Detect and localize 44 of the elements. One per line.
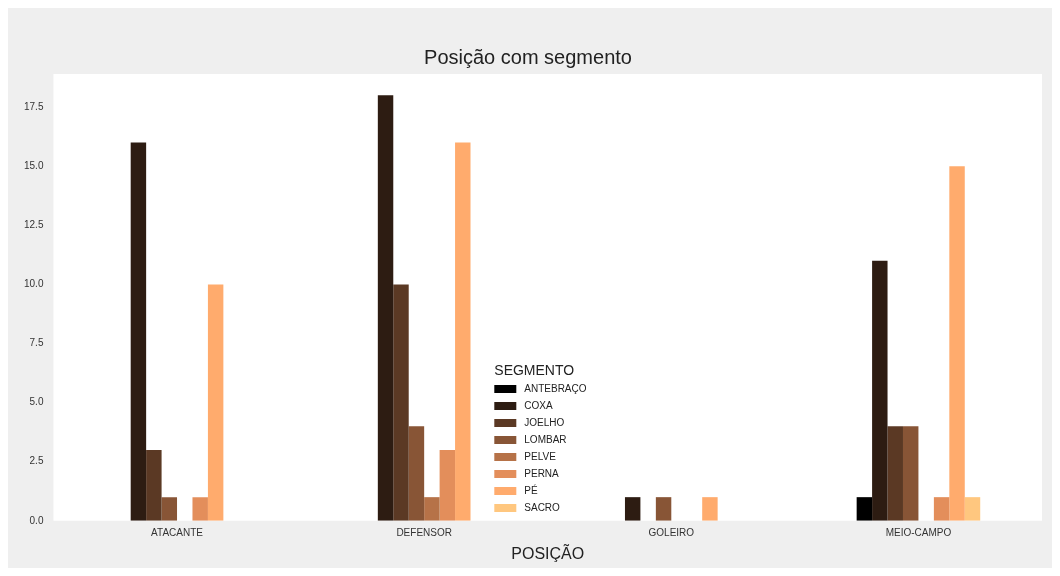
x-tick-label: DEFENSOR	[396, 526, 452, 538]
legend-title: SEGMENTO	[494, 362, 576, 378]
bar	[624, 497, 641, 521]
bar	[192, 497, 208, 521]
y-tick-label: 0.0	[29, 514, 44, 526]
bar	[856, 497, 873, 521]
x-axis-title: POSIÇÃO	[511, 542, 585, 562]
bar	[377, 95, 394, 521]
bar	[964, 497, 981, 521]
bar	[424, 497, 440, 521]
bar	[702, 497, 718, 521]
legend-label: ANTEBRAÇO	[524, 383, 587, 394]
legend-label: PELVE	[524, 451, 556, 462]
bar	[887, 426, 903, 521]
bar	[439, 449, 456, 521]
bar	[408, 426, 425, 521]
legend-label: PERNA	[524, 468, 559, 479]
legend-label: JOELHO	[524, 417, 565, 428]
bar	[130, 142, 147, 521]
bar	[655, 497, 672, 521]
chart-title: Posição com segmento	[424, 45, 632, 68]
legend-label: PÉ	[524, 485, 538, 496]
bar	[455, 142, 471, 521]
bar	[207, 284, 224, 521]
y-tick-label: 17.5	[23, 100, 44, 112]
x-tick-label: ATACANTE	[151, 526, 204, 538]
y-tick-label: 10.0	[23, 278, 44, 290]
bar	[902, 426, 919, 521]
bar	[161, 497, 178, 521]
legend-label: COXA	[524, 400, 553, 411]
y-tick-label: 2.5	[29, 455, 44, 467]
y-tick-label: 12.5	[23, 219, 44, 231]
y-tick-label: 15.0	[23, 159, 44, 171]
y-tick-label: 7.5	[29, 337, 44, 349]
bar	[872, 260, 888, 521]
bar	[146, 449, 162, 521]
bar	[933, 497, 950, 521]
x-tick-label: MEIO-CAMPO	[885, 526, 952, 538]
y-tick-label: 5.0	[29, 396, 44, 408]
x-tick-label: GOLEIRO	[648, 526, 695, 538]
legend-label: LOMBAR	[524, 434, 567, 445]
bar	[949, 166, 965, 521]
bar	[393, 284, 409, 521]
legend-label: SACRO	[524, 502, 560, 513]
